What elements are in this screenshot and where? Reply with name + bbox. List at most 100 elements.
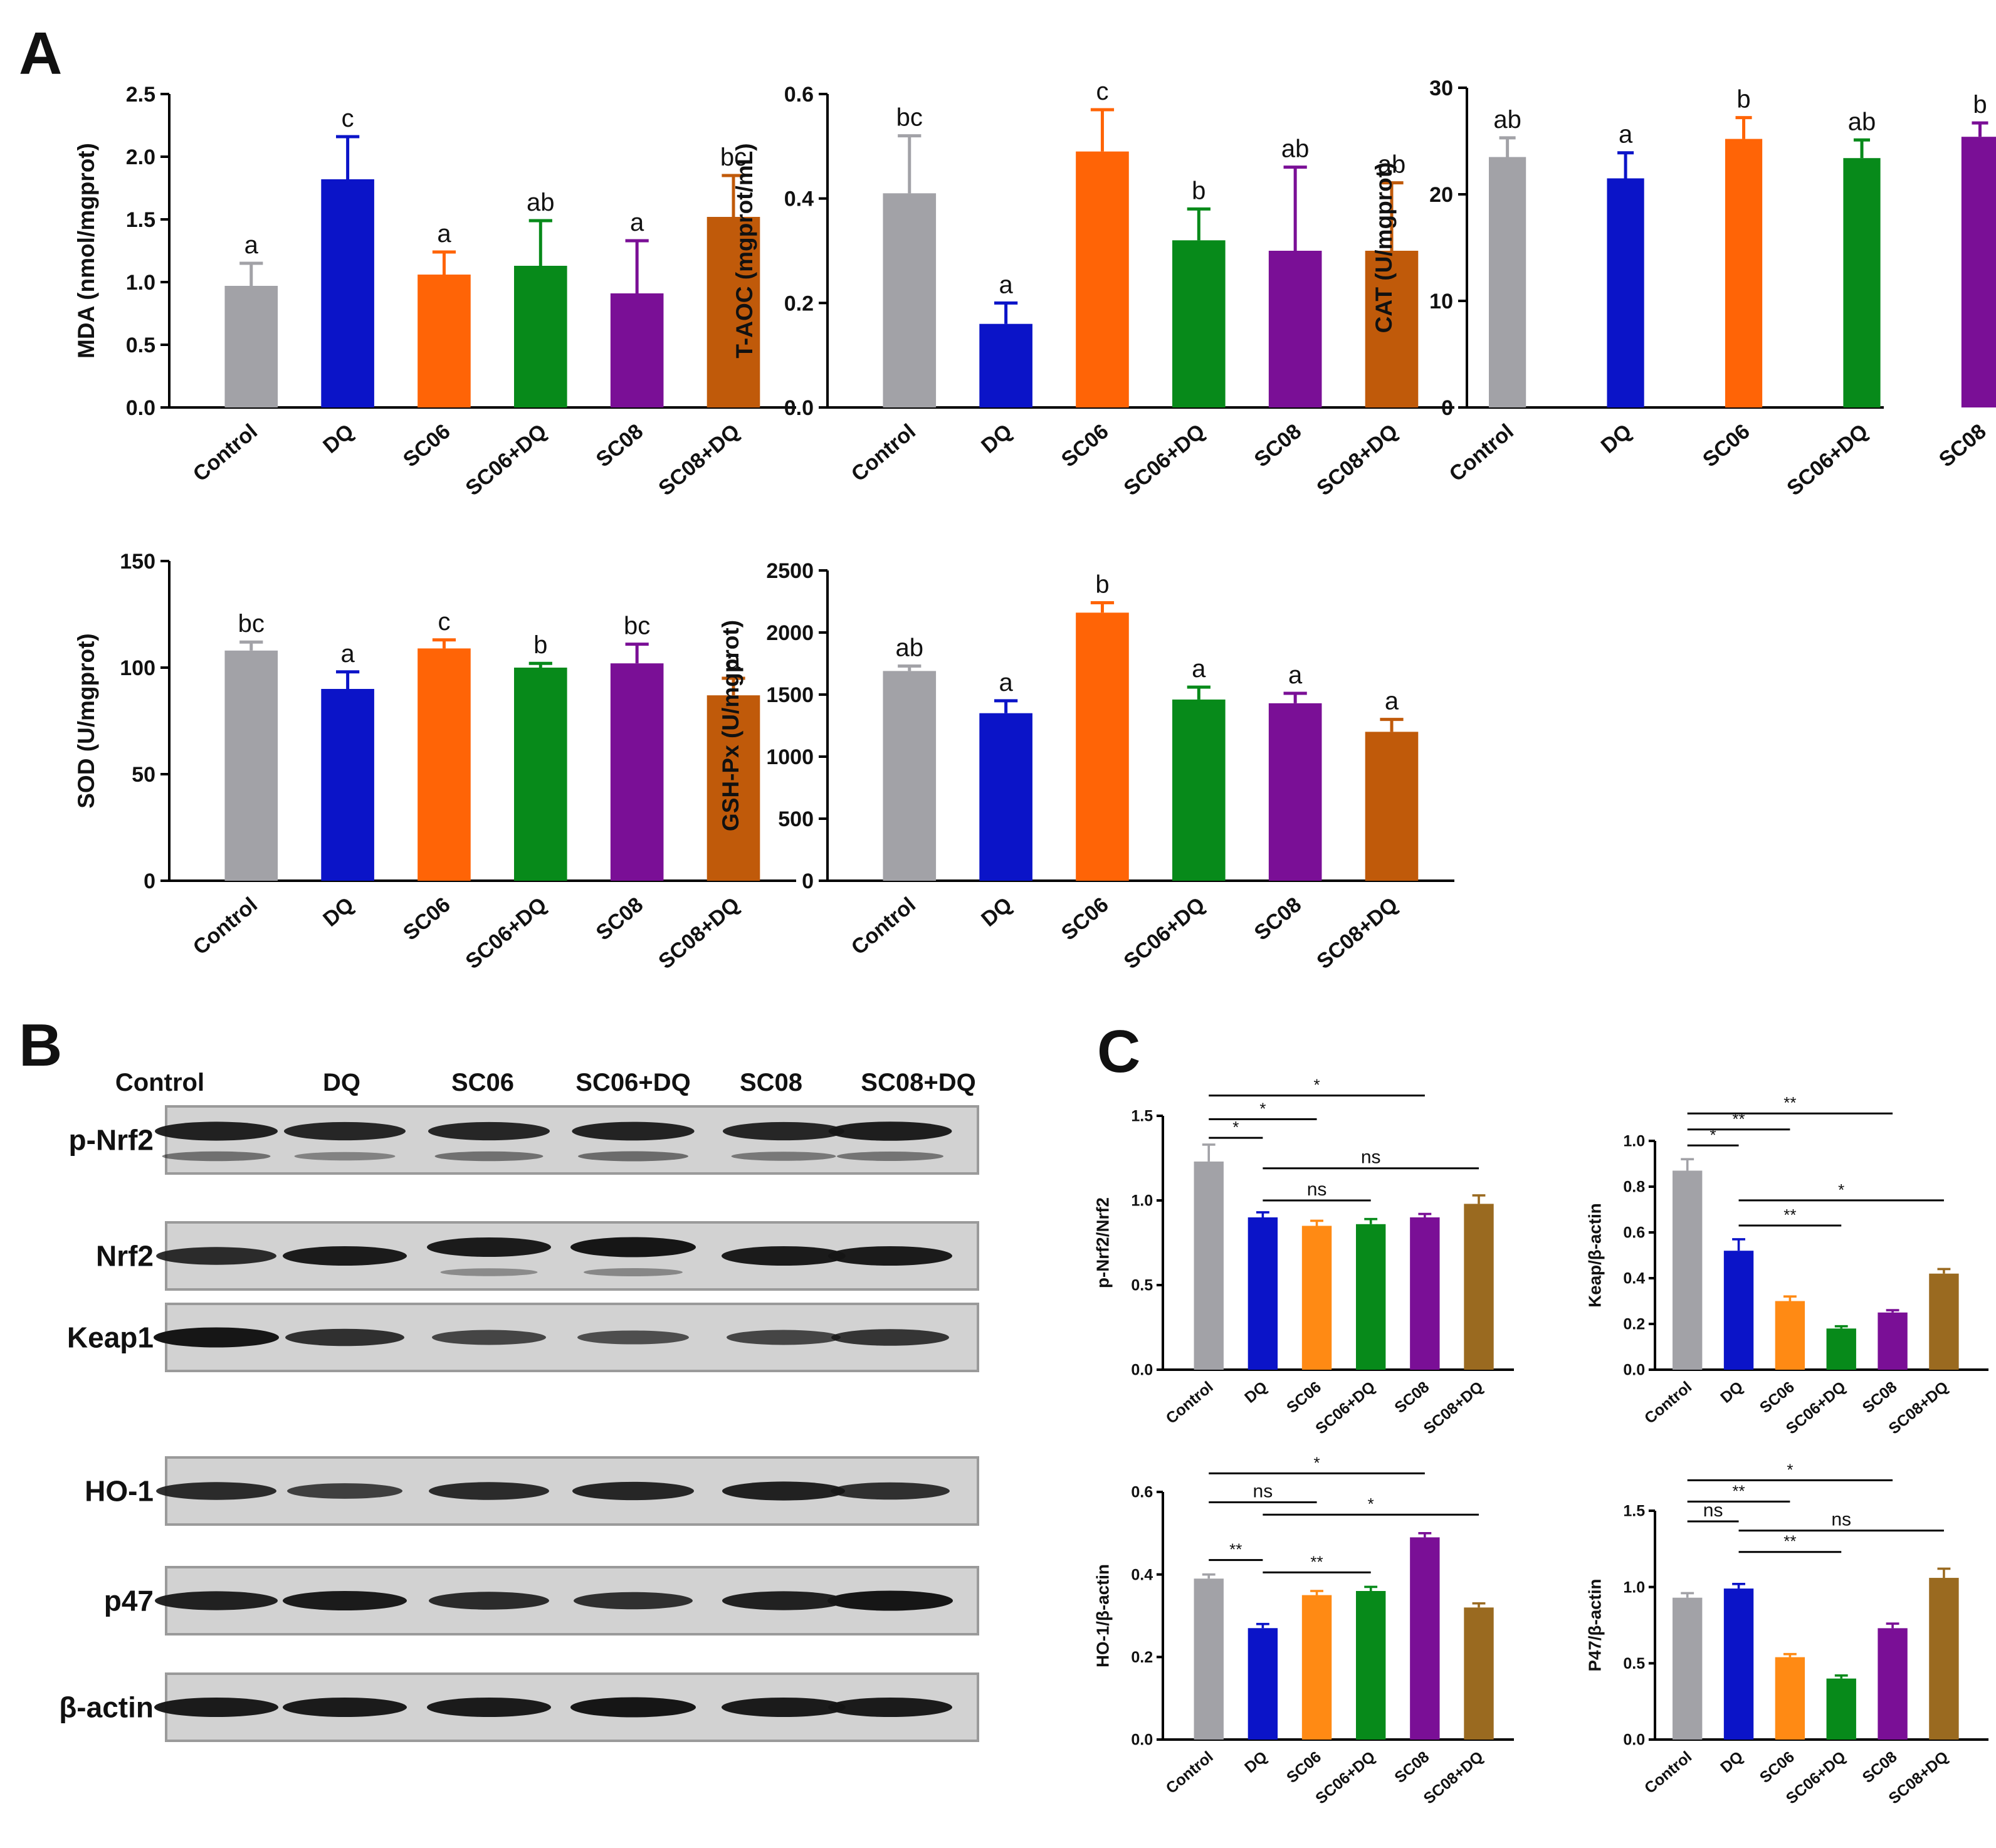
blot-band: [283, 1246, 407, 1266]
significance-letter: a: [340, 640, 355, 668]
bar-sc08-plus-dq: [706, 217, 760, 407]
category-label: Control: [1163, 1378, 1217, 1427]
bar-sc08: [1878, 1628, 1908, 1740]
category-label: Control: [847, 893, 920, 960]
bar-dq: [979, 713, 1032, 881]
comparison-label: **: [1783, 1205, 1796, 1224]
bar-control: [224, 286, 278, 407]
category-label: SC06: [399, 893, 455, 945]
blot-band: [285, 1328, 404, 1347]
category-label: DQ: [1717, 1378, 1746, 1407]
category-label: Control: [1163, 1748, 1217, 1797]
blot-strip: [165, 1105, 979, 1175]
blot-band: [831, 1329, 949, 1346]
blot-band: [156, 1482, 276, 1500]
blot-row-label: Nrf2: [96, 1240, 154, 1273]
bar-sc06: [418, 648, 471, 881]
lane-label: SC06: [451, 1069, 514, 1096]
lane-label: Control: [115, 1069, 204, 1096]
category-label: SC08+DQ: [654, 893, 744, 974]
category-label: SC06+DQ: [1312, 1748, 1379, 1807]
bar-sc06-plus-dq: [1356, 1224, 1386, 1370]
category-label: SC06: [1057, 893, 1113, 945]
bar-sc06-plus-dq: [1172, 240, 1226, 407]
category-label: SC06+DQ: [1120, 419, 1210, 500]
lane-label: SC08: [740, 1069, 802, 1096]
bar-sc06: [1301, 1595, 1332, 1740]
blot-band-lower: [584, 1268, 683, 1276]
y-tick-label: 0.4: [1131, 1566, 1153, 1583]
y-tick-label: 2.0: [126, 145, 155, 169]
bar-sc06-plus-dq: [1826, 1328, 1856, 1370]
significance-letter: bc: [624, 612, 650, 640]
significance-letter: c: [342, 105, 354, 132]
y-tick-label: 0.5: [126, 333, 155, 357]
y-tick-label: 1000: [766, 745, 814, 769]
blot-band-lower: [162, 1151, 271, 1162]
category-label: SC08: [1859, 1378, 1901, 1417]
bar-sc08-plus-dq: [1464, 1607, 1494, 1740]
comparison-label: *: [1313, 1453, 1320, 1472]
chart-pnrf2: 0.0 0.5 1.0 1.5 p-Nrf2/Nrf2 Control DQ SC06SC06…: [1093, 1076, 1514, 1438]
bar-sc06: [1775, 1301, 1805, 1370]
comparison-label: ns: [1253, 1481, 1273, 1501]
significance-letter: bc: [238, 610, 265, 638]
category-label: SC06+DQ: [1782, 419, 1873, 500]
bar-sc08: [610, 293, 664, 407]
y-axis-label: SOD (U/mgprot): [73, 633, 99, 809]
bar-control: [224, 650, 278, 881]
chart-keap: 0.0 0.2 0.4 0.6 0.8 1.0 Keap/β-actin Control DQ S…: [1585, 1093, 1988, 1438]
bar-control: [1673, 1170, 1703, 1370]
comparison-label: **: [1229, 1540, 1242, 1559]
y-tick-label: 0.4: [1623, 1270, 1645, 1288]
blot-band: [156, 1247, 276, 1265]
significance-letter: a: [630, 209, 644, 236]
bar-sc08-plus-dq: [1929, 1578, 1959, 1740]
significance-letter: b: [1095, 570, 1109, 598]
bar-dq: [1607, 178, 1644, 407]
significance-letter: bc: [896, 104, 923, 132]
y-tick-label: 0.0: [784, 396, 814, 420]
comparison-label: ns: [1831, 1509, 1851, 1530]
significance-letter: a: [1192, 655, 1206, 683]
blot-row-label: HO-1: [85, 1475, 154, 1508]
comparison-label: *: [1787, 1460, 1793, 1479]
bar-control: [883, 193, 937, 407]
blot-band: [574, 1592, 693, 1610]
significance-letter: ab: [1493, 106, 1521, 134]
category-label: DQ: [1241, 1748, 1271, 1777]
lane-label: DQ: [323, 1069, 360, 1096]
significance-letter: ab: [896, 634, 924, 661]
blot-band: [722, 1591, 845, 1610]
blot-band: [722, 1246, 846, 1266]
comparison-label: **: [1310, 1552, 1323, 1571]
comparison-label: *: [1838, 1180, 1844, 1199]
category-label: DQ: [977, 419, 1016, 458]
blot-band: [155, 1121, 278, 1141]
blot-band: [154, 1697, 278, 1718]
y-tick-label: 1.5: [126, 208, 155, 232]
bar-sc08-plus-dq: [1464, 1204, 1494, 1370]
y-tick-label: 0: [802, 869, 814, 893]
bar-dq: [321, 689, 374, 881]
significance-letter: ab: [527, 189, 555, 216]
panel-c-letter: C: [1097, 1018, 1140, 1085]
y-axis-label: GSH-Px (U/mgprot): [718, 620, 743, 831]
y-tick-label: 1.0: [1131, 1192, 1153, 1210]
blot-band: [283, 1697, 407, 1718]
category-label: Control: [189, 893, 262, 960]
category-label: SC08: [1859, 1748, 1901, 1787]
bar-sc08-plus-dq: [1929, 1273, 1959, 1370]
y-tick-label: 0.6: [1131, 1484, 1153, 1501]
category-label: SC08+DQ: [1312, 893, 1402, 974]
y-axis-label: MDA (nmol/mgprot): [73, 143, 99, 359]
blot-band: [427, 1697, 551, 1718]
y-axis-label: P47/β-actin: [1585, 1578, 1605, 1671]
bar-sc08: [1878, 1312, 1908, 1370]
category-label: SC08: [1250, 419, 1306, 472]
category-label: SC08: [1391, 1378, 1432, 1417]
lane-label: SC08+DQ: [861, 1069, 975, 1096]
blot-band-lower: [837, 1152, 943, 1161]
